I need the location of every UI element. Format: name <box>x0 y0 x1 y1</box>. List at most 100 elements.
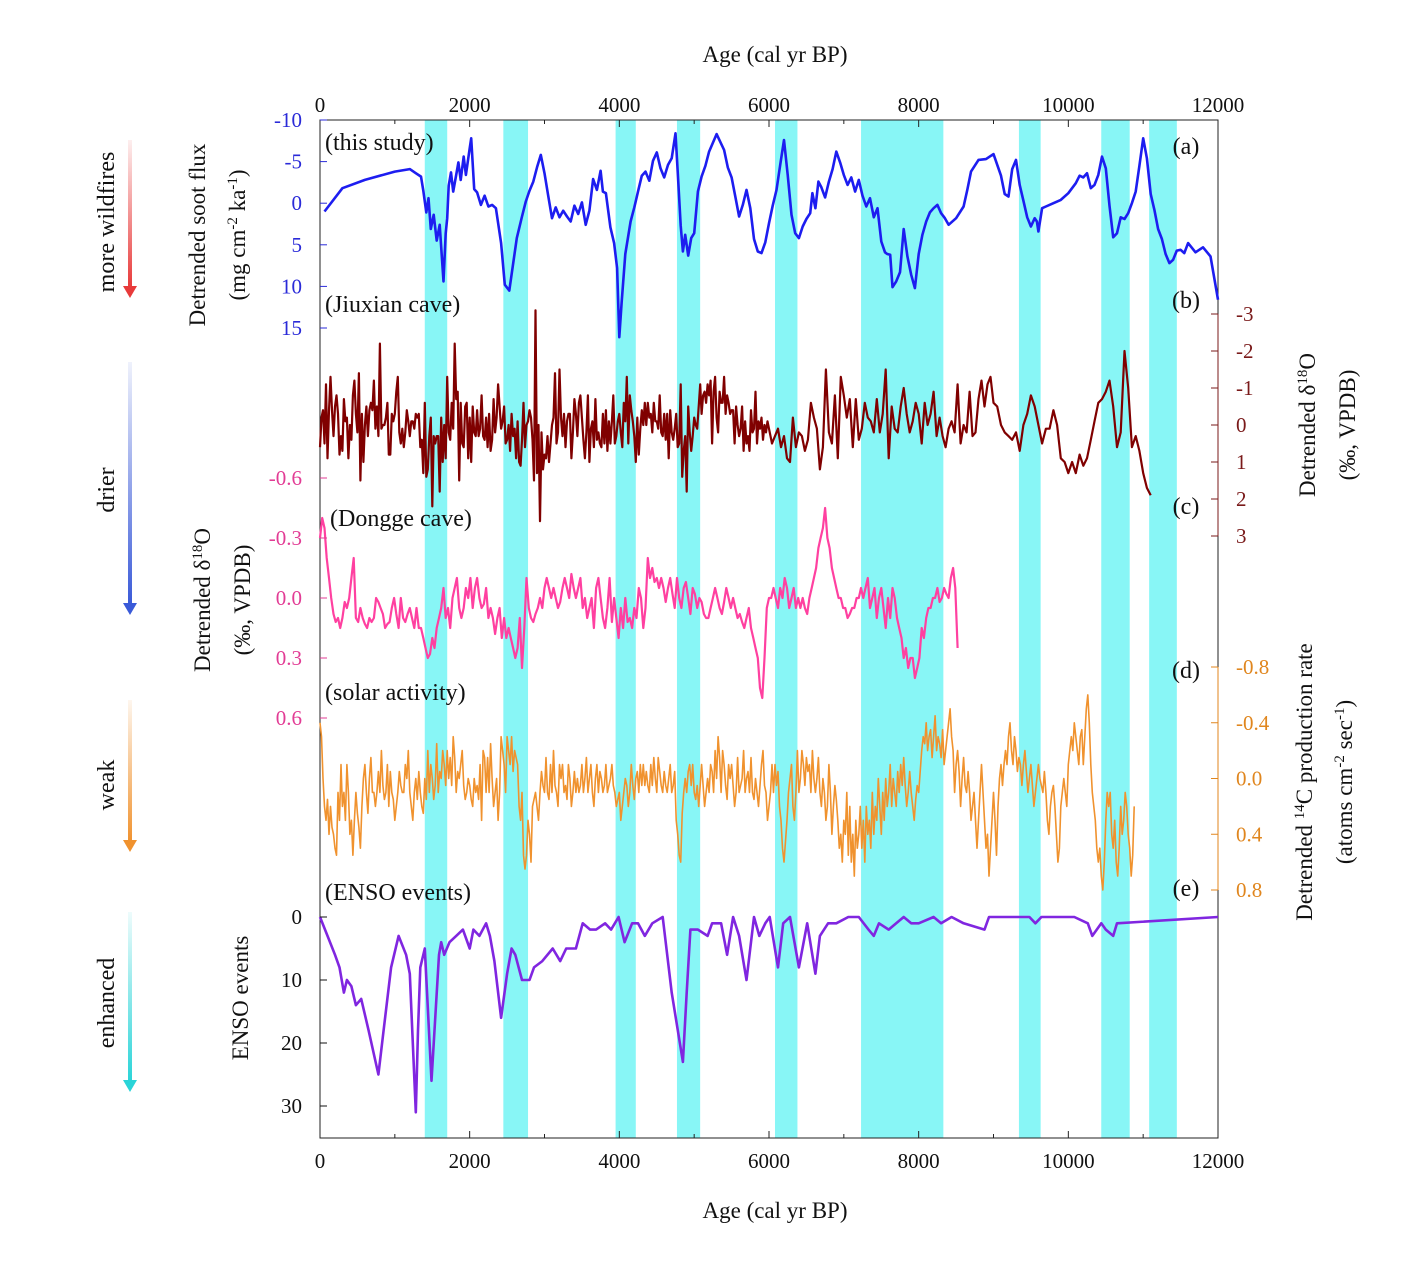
y-tick-label: 5 <box>292 233 303 257</box>
y-tick-label: -1 <box>1236 376 1254 400</box>
y-tick-label: 10 <box>281 968 302 992</box>
panel-b: -3 -2 -1 0 1 2 3 (b) (Jiuxian cave) Detrended δ18… <box>318 288 1360 548</box>
series-line-d <box>319 694 1135 891</box>
series-line-a <box>323 132 1220 339</box>
shaded-intervals <box>424 120 1177 1138</box>
arrow-shaft <box>128 912 132 1082</box>
x-tick-label-top: 2000 <box>449 93 491 117</box>
series-line-c <box>318 506 959 700</box>
arrow-shaft <box>128 362 132 605</box>
side-annotation-label: drier <box>94 467 120 512</box>
y-axis-e: 0 10 20 30 <box>281 905 327 1118</box>
x-tick-label-bottom: 4000 <box>598 1149 640 1173</box>
x-axis-title-top: Age (cal yr BP) <box>703 42 848 67</box>
side-annotation: weak <box>94 700 137 852</box>
arrow-down-icon <box>123 1080 137 1092</box>
y-tick-label: -5 <box>285 150 303 174</box>
y-axis-title: Detrended 14C production rate <box>1292 643 1317 921</box>
y-axis-d: -0.8 -0.4 0.0 0.4 0.8 <box>1211 655 1270 902</box>
arrow-shaft <box>128 700 132 842</box>
y-axis-b: -3 -2 -1 0 1 2 3 <box>1211 302 1254 548</box>
panel-d: -0.8 -0.4 0.0 0.4 0.8 (d) (solar activity) Detr… <box>319 643 1357 921</box>
x-tick-label-bottom: 2000 <box>449 1149 491 1173</box>
y-tick-label: 30 <box>281 1094 302 1118</box>
side-annotation: drier <box>94 362 137 615</box>
y-axis-title: ENSO events <box>228 936 253 1061</box>
shaded-interval <box>1018 120 1041 1138</box>
shaded-interval <box>1101 120 1130 1138</box>
y-axis-unit: (atoms cm-2 sec-1) <box>1332 700 1357 864</box>
y-axis-unit: (‰, VPDB) <box>1335 370 1360 481</box>
y-axis-title-part: Detrended δ <box>1295 385 1320 497</box>
series-line-b <box>318 309 1152 523</box>
x-tick-label-top: 8000 <box>898 93 940 117</box>
x-tick-label-bottom: 6000 <box>748 1149 790 1173</box>
shaded-interval <box>615 120 636 1138</box>
panel-label: (c) <box>1173 494 1200 520</box>
y-tick-label: 20 <box>281 1031 302 1055</box>
side-annotation: more wildfires <box>94 140 137 298</box>
y-axis-unit-part: -1 <box>1332 708 1348 721</box>
y-tick-label: 1 <box>1236 450 1247 474</box>
panel-a: -10 -5 0 5 10 15 (a) (this study) Detrended soot… <box>185 108 1220 340</box>
y-axis-a: -10 -5 0 5 10 15 <box>274 108 327 340</box>
y-tick-label: 3 <box>1236 524 1247 548</box>
side-annotation: enhanced <box>94 912 137 1092</box>
y-tick-label: 0.0 <box>276 586 302 610</box>
y-axis-title: Detrended soot flux <box>185 143 210 326</box>
panel-name: (Jiuxian cave) <box>325 292 460 318</box>
y-tick-label: 15 <box>281 316 302 340</box>
y-axis-title: Detrended δ18O <box>190 528 215 672</box>
panel-name: (Dongge cave) <box>330 506 472 532</box>
y-axis-unit-part: ka <box>225 190 250 217</box>
shaded-interval <box>676 120 701 1138</box>
plot-frame <box>319 119 1219 1139</box>
shaded-interval <box>1149 120 1177 1138</box>
y-axis-unit-part: sec <box>1332 720 1357 755</box>
x-tick-label-top: 12000 <box>1192 93 1245 117</box>
x-tick-label-top: 0 <box>315 93 326 117</box>
y-tick-label: 0 <box>292 905 303 929</box>
shaded-interval <box>774 120 798 1138</box>
side-annotation-label: enhanced <box>94 958 120 1049</box>
y-axis-unit: (mg cm-2 ka-1) <box>225 169 250 300</box>
y-tick-label: 0.4 <box>1236 822 1263 846</box>
y-axis-unit-part: -2 <box>225 217 241 230</box>
panel-c: -0.6 -0.3 0.0 0.3 0.6 (c) (Dongge cave) Detrend… <box>190 466 1199 730</box>
arrow-down-icon <box>123 603 137 615</box>
series-line-e <box>318 915 1219 1114</box>
y-axis-unit-part: (mg cm <box>225 230 250 301</box>
y-tick-label: -0.3 <box>269 526 302 550</box>
y-axis-unit-part: (atoms cm <box>1332 768 1357 865</box>
y-axis-title-part: Detrended <box>1292 819 1317 921</box>
y-tick-label: 0 <box>1236 413 1247 437</box>
x-tick-label-top: 4000 <box>598 93 640 117</box>
y-tick-label: -3 <box>1236 302 1254 326</box>
y-axis-unit-part: ) <box>1332 700 1357 708</box>
arrow-down-icon <box>123 840 137 852</box>
arrow-down-icon <box>123 286 137 298</box>
y-tick-label: 0 <box>292 191 303 215</box>
y-tick-label: -0.4 <box>1236 711 1270 735</box>
panel-e: 0 10 20 30 (e) (ENSO events) ENSO events <box>228 876 1219 1118</box>
panel-name: (ENSO events) <box>325 880 471 906</box>
y-axis-title-part: 14 <box>1292 804 1308 820</box>
y-axis-title-part: Detrended δ <box>190 560 215 672</box>
side-annotation-label: weak <box>94 760 120 811</box>
panel-label: (d) <box>1172 658 1200 684</box>
side-annotation-label: more wildfires <box>94 152 120 293</box>
y-axis-c: -0.6 -0.3 0.0 0.3 0.6 <box>269 466 327 730</box>
y-axis-title-part: 18 <box>190 545 206 560</box>
y-tick-label: 0.6 <box>276 706 302 730</box>
y-tick-label: -0.6 <box>269 466 302 490</box>
panel-name: (solar activity) <box>325 680 466 706</box>
y-tick-label: -2 <box>1236 339 1254 363</box>
x-tick-label-top: 6000 <box>748 93 790 117</box>
x-tick-label-bottom: 8000 <box>898 1149 940 1173</box>
panel-label: (a) <box>1173 134 1200 160</box>
y-axis-title: Detrended δ18O <box>1295 353 1320 497</box>
y-axis-title-part: O <box>1295 353 1320 370</box>
y-axis-unit-part: -2 <box>1332 755 1348 768</box>
x-axis-title-bottom: Age (cal yr BP) <box>703 1198 848 1223</box>
